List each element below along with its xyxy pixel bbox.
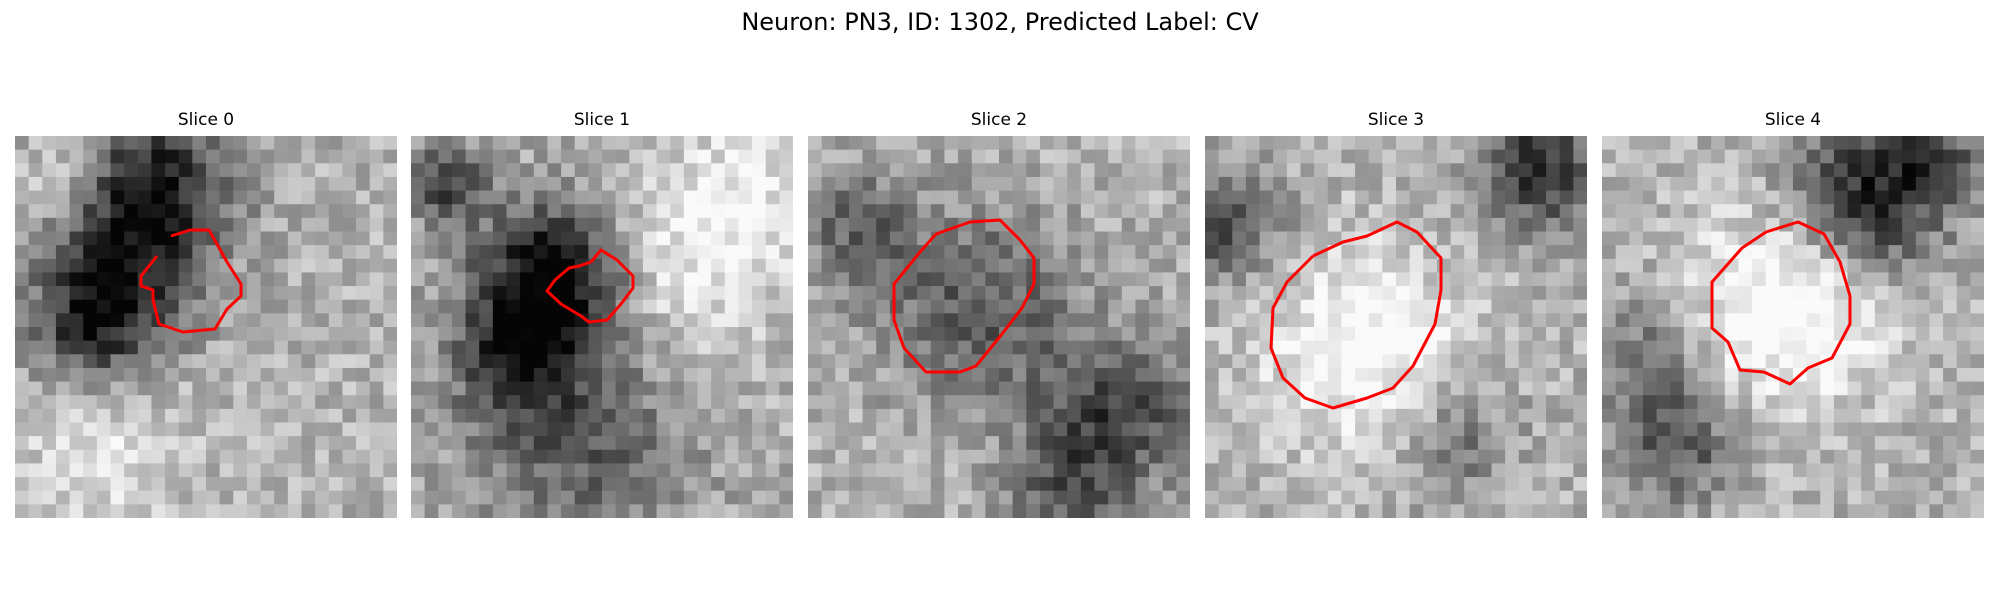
slice-image-0 [15,136,397,518]
neuron-contour [892,218,1036,374]
slice-panel-0: Slice 0 [15,108,397,518]
neuron-contour [139,228,243,334]
neuron-contour [545,248,635,324]
neuron-contour [1269,220,1443,410]
figure-title: Neuron: PN3, ID: 1302, Predicted Label: … [741,8,1259,36]
slice-panel-3: Slice 3 [1205,108,1587,518]
slice-title: Slice 2 [970,110,1028,130]
slice-image-2 [808,136,1190,518]
slice-title: Slice 0 [177,110,235,130]
neuron-contour [1710,220,1852,386]
slice-image-4 [1602,136,1984,518]
slice-image-1 [411,136,793,518]
slice-image-3 [1205,136,1587,518]
slice-panel-4: Slice 4 [1602,108,1984,518]
slice-title: Slice 1 [573,110,631,130]
slice-title: Slice 4 [1764,110,1822,130]
slice-panel-1: Slice 1 [411,108,793,518]
slice-title: Slice 3 [1367,110,1425,130]
slice-panel-2: Slice 2 [808,108,1190,518]
